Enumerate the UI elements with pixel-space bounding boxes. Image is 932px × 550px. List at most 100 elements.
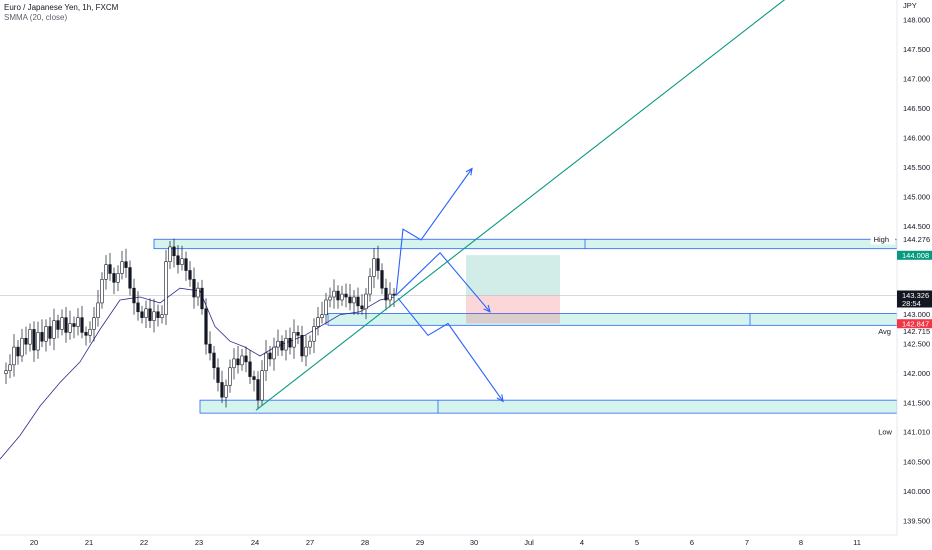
zones-layer [153,238,898,414]
candle-body [24,337,28,345]
candle-body [64,317,68,333]
zone-box [153,238,898,250]
candle-body [264,352,268,371]
candle-body [304,346,308,357]
x-tick-label: 29 [416,538,424,547]
candle-body [92,317,96,330]
candle-body [160,314,164,318]
position-layer [0,255,897,324]
candle-body [340,293,344,301]
candle-body [364,293,368,310]
candle-body [76,317,80,327]
y-tick-label: 141.500 [903,399,930,408]
candle-body [268,352,272,360]
y-tick-label: 143.000 [903,310,930,319]
y-tick-label: 147.000 [903,74,930,83]
price-label-tag-bg [875,426,895,437]
candle-body [120,261,124,274]
candle-body [52,320,56,339]
candle-body [244,355,248,363]
candle-body [300,335,304,357]
chart-legend: Euro / Japanese Yen, 1h, FXCM SMMA (20, … [4,3,118,23]
price-label-value: 144.276 [903,235,930,244]
candle-body [8,364,12,371]
candle-body [356,296,360,307]
price-label-tag-bg [875,326,895,337]
candle-body [20,337,24,357]
y-tick-label: 140.500 [903,458,930,467]
candle-body [368,276,372,295]
candle-body [260,370,264,401]
candle-body [372,258,376,277]
arrow-head [465,167,473,176]
candle-body [180,258,184,265]
position-stop [466,295,560,324]
smma-layer [0,287,395,460]
candle-body [44,326,48,342]
candle-body [40,332,44,342]
candle-body [348,296,352,304]
candle-body [88,329,92,336]
candle-body [28,329,32,345]
scenario-arrow [397,297,504,402]
position-target [466,255,560,296]
arrow-head [483,304,491,313]
x-tick-label: 7 [745,538,749,547]
price-label-tag: Avg [878,327,891,336]
candle-body [12,346,16,366]
x-tick-label: 23 [195,538,203,547]
candle-body [60,317,64,330]
x-tick-label: 20 [30,538,38,547]
candle-body [148,308,152,321]
countdown-label: 28:54 [902,299,921,308]
price-axis: JPY 148.000 147.500 147.000 146.500 146.000 14… [870,0,932,550]
candle-body [176,255,180,265]
x-tick-label: 28 [361,538,369,547]
y-tick-label: 142.500 [903,340,930,349]
candle-body [256,379,260,401]
candle-body [384,287,388,301]
smma-line [0,287,395,460]
x-tick-label: 11 [853,538,861,547]
candle-body [320,314,324,318]
candle-body [68,323,72,333]
price-badge-label: 143.326 [902,291,929,300]
x-tick-label: 24 [251,538,259,547]
candle-body [192,279,196,298]
candle-body [32,329,36,351]
price-badge [897,319,932,329]
candle-body [116,273,120,283]
candle-body [168,246,172,262]
candle-body [164,261,168,316]
candle-body [136,302,140,313]
price-badge [897,290,932,308]
y-tick-label: 146.500 [903,104,930,113]
price-badge [897,250,932,260]
candle-body [308,340,312,348]
candle-body [228,367,232,386]
arrow-head [496,394,504,403]
candle-body [84,332,88,336]
candle-body [144,308,148,318]
candle-body [240,355,244,366]
y-tick-label: 147.500 [903,45,930,54]
candle-body [252,376,256,380]
candle-body [312,326,316,342]
candle-body [36,332,40,351]
price-label-value: 142.715 [903,327,930,336]
x-tick-label: 21 [85,538,93,547]
y-tick-label: 144.500 [903,222,930,231]
price-label-tag-bg [870,234,895,245]
candle-body [80,317,84,333]
candle-body [288,337,292,348]
candle-body [216,367,220,383]
price-badge-label: 144.008 [902,251,929,260]
x-tick-label: 27 [306,538,314,547]
candle-body [208,343,212,354]
candle-body [272,346,276,360]
zone-box [199,399,898,414]
scenario-arrow [395,168,473,296]
candle-body [224,385,228,398]
candle-body [344,293,348,298]
